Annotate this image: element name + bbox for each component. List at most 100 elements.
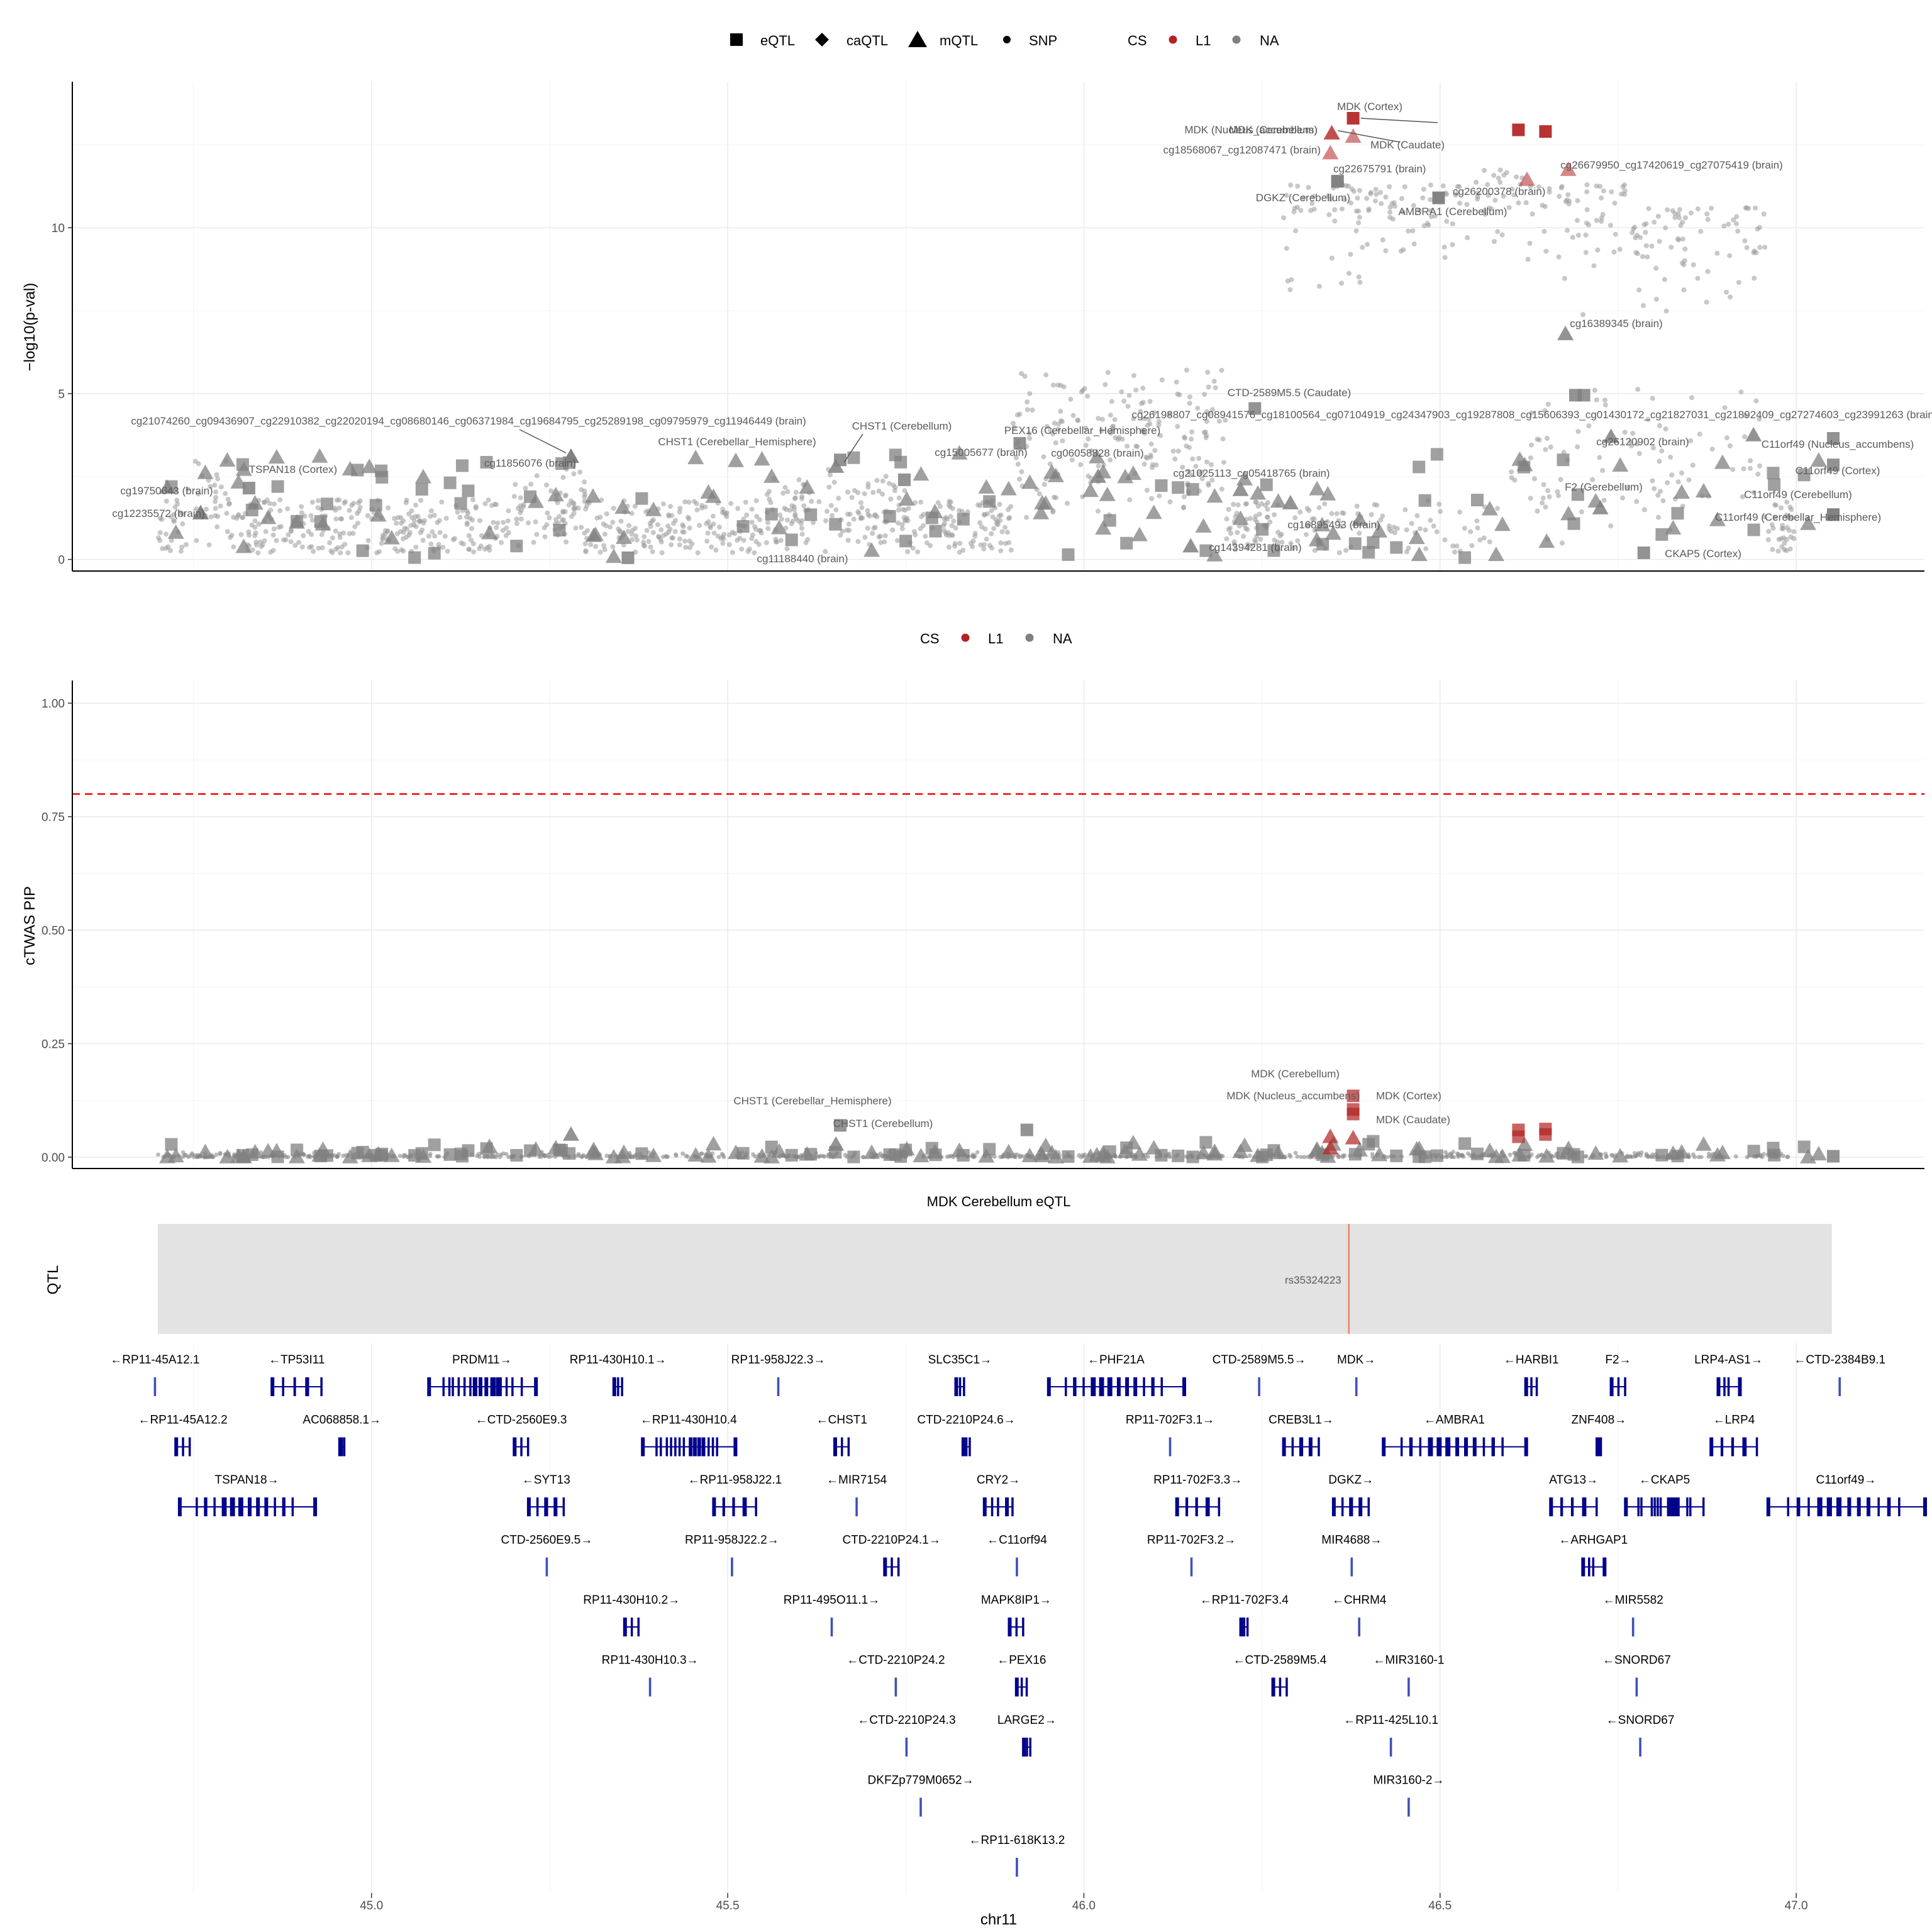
snp-point (1392, 530, 1397, 535)
gene-exon (1438, 1437, 1442, 1457)
snp-point (754, 514, 760, 519)
snp-point (1387, 184, 1392, 189)
snp-point (478, 543, 484, 549)
pip-snp-point (1167, 1155, 1172, 1159)
snp-point (1681, 287, 1687, 292)
snp-point (1135, 444, 1140, 449)
snp-point (164, 531, 169, 537)
snp-point (1265, 514, 1270, 520)
snp-point (208, 514, 214, 519)
snp-point (713, 547, 719, 553)
snp-point (277, 497, 283, 502)
snp-point (501, 519, 506, 525)
snp-point (1307, 521, 1313, 527)
snp-point (1779, 505, 1784, 511)
snp-point (659, 550, 665, 555)
gene-exon (891, 1557, 893, 1577)
gene-exon (1350, 1497, 1353, 1516)
gene-exon (213, 1497, 216, 1516)
snp-point (1748, 458, 1753, 464)
x-tick-label: 46.0 (1072, 1899, 1096, 1913)
snp-point (1204, 433, 1209, 438)
snp-point (1612, 201, 1618, 206)
pip-snp-point (1760, 1155, 1765, 1160)
snp-point (1704, 299, 1709, 305)
pip-qtl-background-point (1494, 1148, 1511, 1163)
snp-point (1043, 372, 1049, 378)
snp-point (682, 499, 688, 504)
gene-label: ←RP11-425L10.1 (1343, 1714, 1438, 1727)
gene-exon (231, 1497, 235, 1516)
snp-point (1560, 540, 1565, 546)
snp-point (1636, 451, 1642, 457)
snp-point (1380, 513, 1385, 519)
snp-point (784, 546, 790, 552)
snp-point (1275, 539, 1280, 545)
snp-point (744, 513, 750, 518)
snp-point (720, 541, 726, 547)
qtl-background-point (268, 449, 285, 464)
pip-y-axis-title: cTWAS PIP (21, 886, 38, 965)
pip-qtl-background-point (1062, 1150, 1075, 1163)
snp-point (1287, 287, 1293, 292)
gene-label: LRP4-AS1→ (1694, 1353, 1763, 1367)
gene-track-panel: MDK Cerebellum eQTL rs35324223 QTL 45.0 4… (45, 1194, 1927, 1928)
gene-label: ←CTD-2384B9.1 (1794, 1353, 1885, 1367)
snp-point (1233, 547, 1238, 552)
snp-point (466, 547, 472, 552)
snp-point (171, 512, 177, 518)
snp-point (1468, 529, 1474, 535)
gene-label: MIR4688→ (1321, 1534, 1382, 1547)
snp-point (743, 499, 748, 505)
snp-point (883, 474, 889, 479)
qtl-background-point (1471, 494, 1484, 507)
gene-exon (1407, 1797, 1410, 1817)
gene-exon (1631, 1618, 1635, 1636)
snp-point (1423, 527, 1428, 533)
label-leader-line (843, 433, 863, 463)
snp-point (1027, 436, 1033, 441)
snp-point (687, 545, 693, 550)
snp-point (1060, 438, 1065, 443)
pip-snp-point (719, 1152, 724, 1157)
snp-point (1399, 196, 1404, 201)
pip-qtl-background-point (1155, 1148, 1168, 1162)
pip-qtl-background-point (728, 1145, 744, 1159)
gene-model (612, 1377, 623, 1396)
snp-point (1594, 397, 1599, 402)
snp-point (1752, 205, 1758, 211)
snp-point (544, 482, 549, 488)
snp-point (1051, 382, 1056, 388)
snp-point (1509, 469, 1514, 475)
snp-point (1497, 179, 1503, 185)
snp-point (618, 528, 623, 534)
snp-point (428, 508, 434, 514)
gene-exon (701, 1437, 706, 1457)
snp-point (811, 519, 816, 525)
legend-na-label: NA (1260, 33, 1279, 48)
snp-point (174, 497, 180, 503)
gene-exon (897, 1557, 900, 1577)
snp-point (677, 536, 682, 541)
pip-snp-point (504, 1152, 509, 1157)
pip-snp-point (190, 1152, 195, 1157)
snp-point (1652, 219, 1657, 225)
snp-point (1068, 396, 1074, 402)
gene-label: ←LRP4 (1713, 1414, 1755, 1427)
gene-model (648, 1677, 652, 1697)
snp-point (1469, 543, 1475, 548)
snp-point (307, 545, 313, 550)
snp-point (341, 501, 347, 506)
snp-point (862, 535, 868, 540)
snp-point (1147, 399, 1153, 404)
qtl-background-point (510, 540, 523, 553)
pip-snp-point (1636, 1151, 1641, 1155)
snp-point (846, 521, 852, 527)
snp-point (1210, 407, 1215, 413)
pip-qtl-background-point (1458, 1137, 1472, 1150)
snp-point (1617, 247, 1623, 252)
qtl-background-point (898, 491, 915, 506)
qtl-background-point (1314, 516, 1331, 531)
snp-point (900, 507, 906, 512)
snp-point (706, 519, 711, 525)
